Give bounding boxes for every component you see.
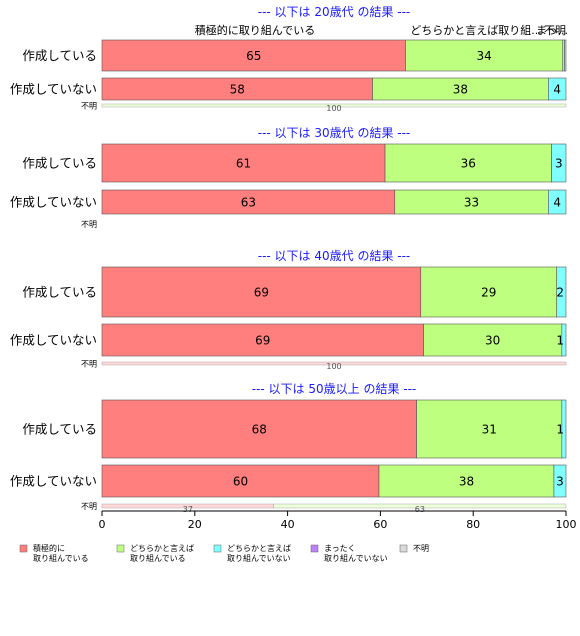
data-label: 1 — [556, 334, 564, 348]
data-label: 60 — [233, 475, 248, 489]
data-label: 30 — [485, 334, 500, 348]
group-title: --- 以下は 30歳代 の結果 --- — [258, 126, 411, 140]
data-label: 4 — [553, 196, 561, 210]
x-tick-label: 40 — [281, 518, 295, 531]
data-label: 34 — [476, 49, 491, 63]
row-label: 作成していない — [10, 474, 97, 489]
legend-label: 取り組んでいる — [33, 553, 89, 563]
bar-segment — [378, 464, 555, 498]
bar-segment — [405, 39, 564, 72]
data-label: 100 — [326, 104, 341, 113]
data-label: 61 — [236, 157, 251, 171]
data-label: 29 — [481, 286, 496, 300]
row-label: 不明 — [81, 360, 97, 369]
bar-segment — [101, 323, 424, 357]
x-tick-label: 100 — [556, 518, 577, 531]
legend-label: どちらかと言えば — [227, 543, 291, 553]
row-label: 不明 — [81, 220, 97, 229]
data-label: 68 — [252, 423, 267, 437]
legend-label: まったく — [324, 544, 356, 553]
data-label: 65 — [246, 49, 261, 63]
bar-segment — [101, 399, 417, 459]
group-title: --- 以下は 20歳代 の結果 --- — [258, 5, 411, 19]
row-label: 作成していない — [10, 333, 97, 348]
legend-label: 不明 — [413, 544, 429, 553]
legend-label: どちらかと言えば — [130, 543, 194, 553]
row-label: 不明 — [81, 102, 97, 111]
legend-label: 積極的に — [33, 543, 65, 553]
data-label: 38 — [459, 475, 474, 489]
row-label: 不明 — [81, 502, 97, 511]
bar-segment — [101, 103, 567, 108]
bar-segment — [420, 266, 558, 318]
legend-swatch — [310, 544, 319, 553]
data-label: 33 — [464, 196, 479, 210]
bar-segment — [101, 361, 567, 366]
bar-segment — [423, 323, 563, 357]
bar-segment — [548, 189, 567, 215]
row-label: 作成している — [22, 422, 97, 437]
data-label: 1 — [556, 423, 564, 437]
bar-segment — [416, 399, 563, 459]
bar-segment — [101, 266, 422, 318]
data-label: 4 — [553, 83, 561, 97]
x-tick-label: 60 — [373, 518, 387, 531]
data-label: 100 — [326, 362, 341, 371]
bar-segment — [553, 464, 567, 498]
legend-label: 取り組んでいない — [324, 553, 388, 563]
data-label: 3 — [556, 475, 564, 489]
data-label: 69 — [255, 334, 270, 348]
data-label: 63 — [241, 196, 256, 210]
legend-swatch — [116, 544, 125, 553]
legend-swatch — [213, 544, 222, 553]
bar-segment — [548, 77, 567, 101]
bar-segment — [394, 189, 549, 215]
row-label: 作成している — [22, 156, 97, 171]
legend-label: 取り組んでいる — [130, 553, 186, 563]
data-label: 58 — [230, 83, 245, 97]
bar-segment — [101, 464, 380, 498]
legend-swatch — [399, 544, 408, 553]
header-label: 不明 — [544, 24, 566, 37]
bar-segment — [551, 143, 567, 183]
bar-segment — [101, 143, 386, 183]
header-label: 積極的に取り組んでいる — [195, 23, 315, 37]
row-label: 作成していない — [10, 195, 97, 210]
data-label: 69 — [254, 286, 269, 300]
bar-segment — [556, 266, 567, 318]
bar-segment — [273, 503, 567, 509]
legend-swatch — [19, 544, 28, 553]
data-label: 36 — [461, 157, 476, 171]
x-tick-label: 20 — [188, 518, 202, 531]
row-label: 作成している — [22, 285, 97, 300]
group-title: --- 以下は 40歳代 の結果 --- — [258, 249, 411, 263]
data-label: 63 — [415, 505, 425, 514]
data-label: 2 — [556, 286, 564, 300]
data-label: 37 — [183, 505, 193, 514]
legend-label: 取り組んでいない — [227, 553, 291, 563]
bar-segment — [561, 399, 567, 459]
x-tick-label: 0 — [99, 518, 106, 531]
data-label: 31 — [482, 423, 497, 437]
bar-segment — [561, 323, 567, 357]
header-label: まっ... — [536, 24, 568, 37]
data-label: 3 — [555, 157, 563, 171]
data-label: 38 — [453, 83, 468, 97]
group-title: --- 以下は 50歳以上 の結果 --- — [252, 382, 417, 396]
x-tick-label: 80 — [466, 518, 480, 531]
header-label: どちらかと言えば取り組... — [410, 24, 542, 37]
row-label: 作成していない — [10, 82, 97, 97]
bar-segment — [564, 39, 567, 72]
row-label: 作成している — [22, 48, 97, 63]
